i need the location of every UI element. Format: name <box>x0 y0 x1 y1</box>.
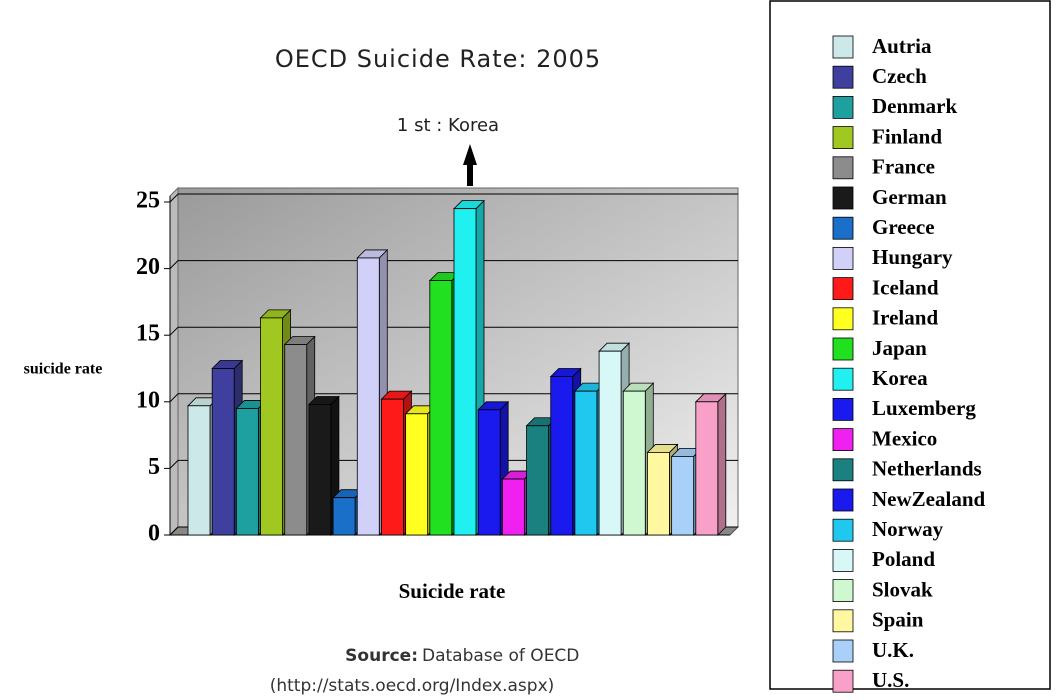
bar <box>235 408 259 536</box>
bar <box>405 413 429 536</box>
side-wall <box>169 186 179 537</box>
legend-swatch <box>832 458 854 482</box>
legend-label: Finland <box>872 124 942 148</box>
bar <box>574 390 598 536</box>
legend-label: France <box>872 155 935 179</box>
legend-label: NewZealand <box>872 487 985 511</box>
legend-label: U.K. <box>872 638 914 662</box>
legend-swatch <box>832 518 854 542</box>
bar <box>381 398 404 536</box>
legend-swatch <box>832 126 854 149</box>
y-tick-label: 25 <box>136 188 160 214</box>
legend-swatch <box>832 639 854 663</box>
bar <box>356 257 380 536</box>
bar <box>429 280 453 536</box>
legend-swatch <box>832 428 854 452</box>
legend-label: Spain <box>872 608 924 632</box>
chart-title: OECD Suicide Rate: 2005 <box>275 45 601 73</box>
arrow <box>463 144 477 186</box>
grid-line <box>169 260 738 269</box>
bar <box>284 344 308 536</box>
grid-line <box>169 193 738 203</box>
bar <box>260 317 283 536</box>
bar <box>477 409 501 536</box>
legend-swatch <box>832 609 854 633</box>
legend-label: Denmark <box>872 94 957 118</box>
legend-swatch <box>832 65 854 89</box>
legend-label: Japan <box>872 336 927 360</box>
legend-label: Luxemberg <box>872 396 976 420</box>
bar <box>211 368 235 536</box>
source-label: Source: <box>345 646 418 666</box>
legend-label: Mexico <box>872 426 937 450</box>
bar <box>526 425 549 536</box>
y-axis-label: suicide rate <box>24 361 103 378</box>
bar <box>622 390 646 536</box>
legend-swatch <box>832 669 854 693</box>
bar <box>501 478 525 536</box>
legend-swatch <box>832 579 854 602</box>
legend-swatch <box>832 96 854 119</box>
source-url: (http://stats.oecd.org/Index.aspx) <box>270 676 555 696</box>
bar <box>695 401 719 536</box>
legend-swatch <box>832 216 854 240</box>
source-text: Database of OECD <box>422 646 579 666</box>
grid-line <box>169 326 738 336</box>
bar <box>453 208 477 536</box>
legend-swatch <box>832 337 854 361</box>
legend-swatch <box>832 367 854 391</box>
legend-label: German <box>872 185 947 209</box>
bar <box>187 405 211 536</box>
bar <box>671 456 695 536</box>
x-axis-label: Suicide rate <box>399 579 506 603</box>
legend-label: U.S. <box>872 668 909 692</box>
legend-label: Slovak <box>872 577 933 601</box>
legend-label: Hungary <box>872 245 953 269</box>
legend-swatch <box>832 35 854 59</box>
legend-swatch <box>832 488 854 512</box>
bar <box>550 376 574 536</box>
y-tick-label: 5 <box>148 454 160 480</box>
bar <box>598 350 622 536</box>
y-tick-label: 0 <box>148 521 160 547</box>
legend-label: Poland <box>872 547 935 571</box>
legend-label: Norway <box>872 517 944 541</box>
bar <box>308 404 332 536</box>
legend-label: Korea <box>872 366 928 390</box>
legend-swatch <box>832 246 854 270</box>
bar <box>332 497 356 536</box>
legend-label: Greece <box>872 215 935 239</box>
legend-label: Czech <box>872 64 927 88</box>
y-tick-label: 15 <box>136 321 160 347</box>
y-tick-label: 10 <box>136 387 160 413</box>
legend-swatch <box>832 186 854 210</box>
legend-swatch <box>832 277 854 301</box>
bar <box>647 452 670 536</box>
bar-side <box>717 392 727 536</box>
legend-label: Netherlands <box>872 457 982 481</box>
legend-label: Iceland <box>872 275 939 299</box>
legend-swatch <box>832 156 854 180</box>
legend-box <box>769 0 1051 690</box>
annotation: 1 st : Korea <box>397 115 499 136</box>
y-tick-label: 20 <box>136 254 160 280</box>
legend-swatch <box>832 307 854 331</box>
legend-label: Ireland <box>872 306 938 330</box>
legend-swatch <box>832 397 854 421</box>
legend-swatch <box>832 549 854 572</box>
legend-label: Autria <box>872 34 932 58</box>
